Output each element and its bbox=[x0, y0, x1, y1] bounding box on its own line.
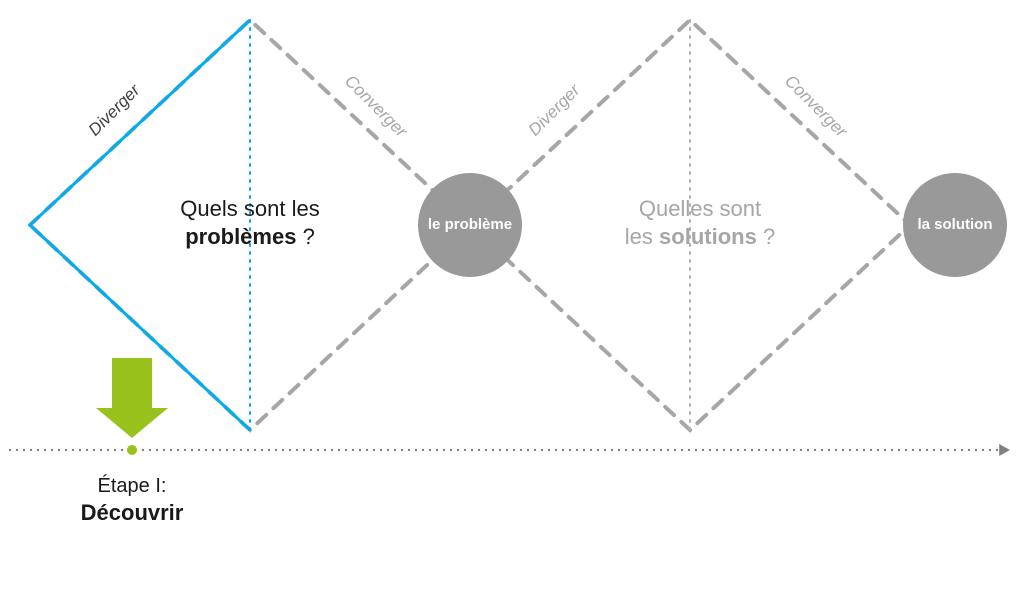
stage-label-line2: Découvrir bbox=[81, 500, 184, 525]
node-circle-1-label: la solution bbox=[918, 216, 993, 233]
node-circle-0: le problème bbox=[418, 173, 522, 277]
question-1-line1: Quelles sont bbox=[639, 196, 761, 221]
stage-marker: Étape I: Découvrir bbox=[81, 358, 184, 525]
question-0-line2: problèmes ? bbox=[185, 224, 315, 249]
node-circle-0-label: le problème bbox=[428, 216, 512, 233]
edge-label-1: Converger bbox=[341, 71, 412, 142]
edge-label-3: Converger bbox=[781, 71, 852, 142]
node-circle-1: la solution bbox=[903, 173, 1007, 277]
question-1: Quelles sont les solutions ? bbox=[625, 196, 775, 249]
question-1-line2: les solutions ? bbox=[625, 224, 775, 249]
edge-label-0: Diverger bbox=[85, 80, 145, 140]
arrow-down-icon bbox=[96, 358, 168, 438]
edge-label-2: Diverger bbox=[525, 80, 585, 140]
stage-marker-dot bbox=[127, 445, 137, 455]
stage-label-line1: Étape I: bbox=[98, 474, 167, 497]
question-0-line1: Quels sont les bbox=[180, 196, 319, 221]
timeline-axis bbox=[9, 444, 1010, 456]
